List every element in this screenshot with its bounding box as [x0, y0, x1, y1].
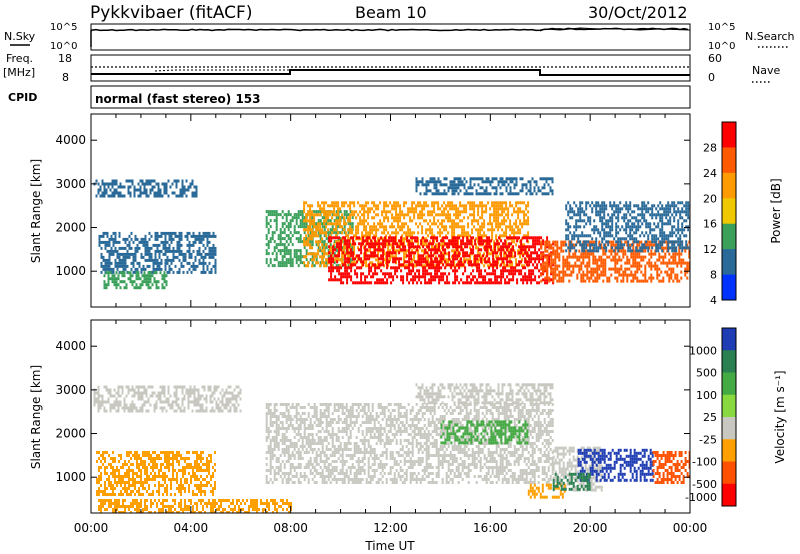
cpid-text: normal (fast stereo) 153: [95, 92, 261, 106]
y-tick-label: 3000: [55, 383, 86, 397]
y-tick-label: 2000: [55, 427, 86, 441]
x-tick-label: 12:00: [373, 521, 408, 535]
y-tick-label: 3000: [55, 177, 86, 191]
colorbar-tick-label: 16: [703, 218, 717, 231]
freq-panel: [90, 54, 691, 82]
data-region-5: [440, 420, 529, 445]
colorbar-tick-label: -25: [699, 433, 717, 446]
data-region-10: [552, 472, 591, 491]
freq-label-line1: Freq.: [6, 52, 33, 65]
colorbar-tick-label: 25: [703, 411, 717, 424]
colorbar-frame: [721, 121, 737, 301]
power-colorbar: 28 24 20 16 12 8 4: [703, 121, 737, 307]
y-tick-label: 4000: [55, 133, 86, 147]
date-title: 30/Oct/2012: [588, 3, 688, 22]
x-axis-label: Time UT: [364, 539, 415, 553]
data-region-5: [328, 236, 555, 285]
x-tick-label: 20:00: [573, 521, 608, 535]
data-region-2: [103, 271, 168, 290]
colorbar-tick-label: 500: [696, 367, 717, 380]
data-region-1: [96, 451, 216, 496]
colorbar-tick-label: 24: [703, 167, 717, 180]
freq-bottom-tick: 8: [62, 71, 69, 84]
colorbar-tick-label: -1000: [685, 491, 717, 504]
freq-trace: [91, 69, 690, 76]
colorbar-segment: [722, 122, 736, 148]
colorbar-tick-label: 100: [696, 389, 717, 402]
data-region-6: [540, 240, 690, 283]
colorbar-segment: [722, 417, 736, 440]
nsearch-bottom-tick: 10^0: [708, 41, 735, 52]
velocity-colorbar: 1000 500 100 25 -25 -100 -500-1000: [685, 327, 737, 507]
colorbar-segment: [722, 172, 736, 199]
data-region-0: [93, 179, 198, 198]
data-region-7: [565, 201, 690, 253]
nsky-label: N.Sky: [4, 30, 36, 43]
colorbar-segment: [722, 439, 736, 462]
colorbar-tick-label: 4: [710, 294, 717, 307]
x-tick-label: 00:00: [74, 521, 109, 535]
colorbar-segment: [722, 328, 736, 351]
colorbar-segment: [722, 461, 736, 485]
station-title: Pykkvibaer (fitACF): [90, 3, 252, 23]
colorbar-tick-label: 20: [703, 192, 717, 205]
colorbar-tick-label: -500: [692, 478, 717, 491]
colorbar-tick-label: 8: [710, 269, 717, 282]
beam-title: Beam 10: [355, 3, 427, 22]
nsearch-top-tick: 10^5: [708, 22, 735, 33]
freq-top-tick: 18: [58, 52, 72, 65]
power-colorbar-label: Power [dB]: [769, 178, 783, 243]
cpid-panel: [90, 85, 691, 109]
colorbar-segment: [722, 198, 736, 225]
y-tick-label: 1000: [55, 470, 86, 484]
nave-label: Nave: [752, 64, 780, 77]
x-tick-label: 08:00: [273, 521, 308, 535]
y-tick-label: 2000: [55, 221, 86, 235]
data-region-4: [415, 383, 554, 405]
x-tick-label: 00:00: [673, 521, 708, 535]
colorbar-segment: [722, 147, 736, 174]
freq-label-line2: [MHz]: [3, 66, 35, 79]
nsky-top-tick: 10^5: [50, 22, 77, 33]
y-tick-label: 4000: [55, 339, 86, 353]
data-region-1: [98, 231, 217, 274]
x-tick-label: 04:00: [174, 521, 209, 535]
colorbar-segment: [722, 249, 736, 276]
nave-top-tick: 60: [708, 52, 722, 65]
data-region-2: [98, 499, 292, 513]
nave-bottom-tick: 0: [708, 71, 715, 84]
nsky-panel: [90, 23, 691, 51]
x-tick-label: 16:00: [473, 521, 508, 535]
colorbar-frame: [721, 327, 737, 507]
velocity-panel: 1000 2000 3000 4000: [55, 319, 691, 514]
colorbar-tick-label: -100: [692, 456, 717, 469]
data-region-8: [415, 177, 554, 196]
colorbar-segment: [722, 372, 736, 396]
colorbar-segment: [722, 483, 736, 507]
power-ylabel: Slant Range [km]: [29, 159, 43, 263]
velocity-ylabel: Slant Range [km]: [29, 365, 43, 469]
colorbar-tick-label: 12: [703, 243, 717, 256]
colorbar-segment: [722, 274, 736, 301]
data-region-9: [652, 451, 690, 484]
colorbar-segment: [722, 394, 736, 418]
colorbar-segment: [722, 223, 736, 250]
colorbar-tick-label: 1000: [689, 344, 717, 357]
power-panel: 1000 2000 3000 4000: [55, 113, 691, 308]
nsky-bottom-tick: 10^0: [50, 41, 77, 52]
y-tick-label: 1000: [55, 264, 86, 278]
colorbar-segment: [722, 350, 736, 373]
data-region-0: [93, 385, 242, 413]
nsky-trace: [90, 27, 689, 32]
nsearch-label: N.Search: [745, 30, 795, 43]
velocity-colorbar-label: Velocity [m s⁻¹]: [773, 370, 787, 463]
colorbar-tick-label: 28: [703, 141, 717, 154]
cpid-label: CPID: [8, 91, 37, 104]
